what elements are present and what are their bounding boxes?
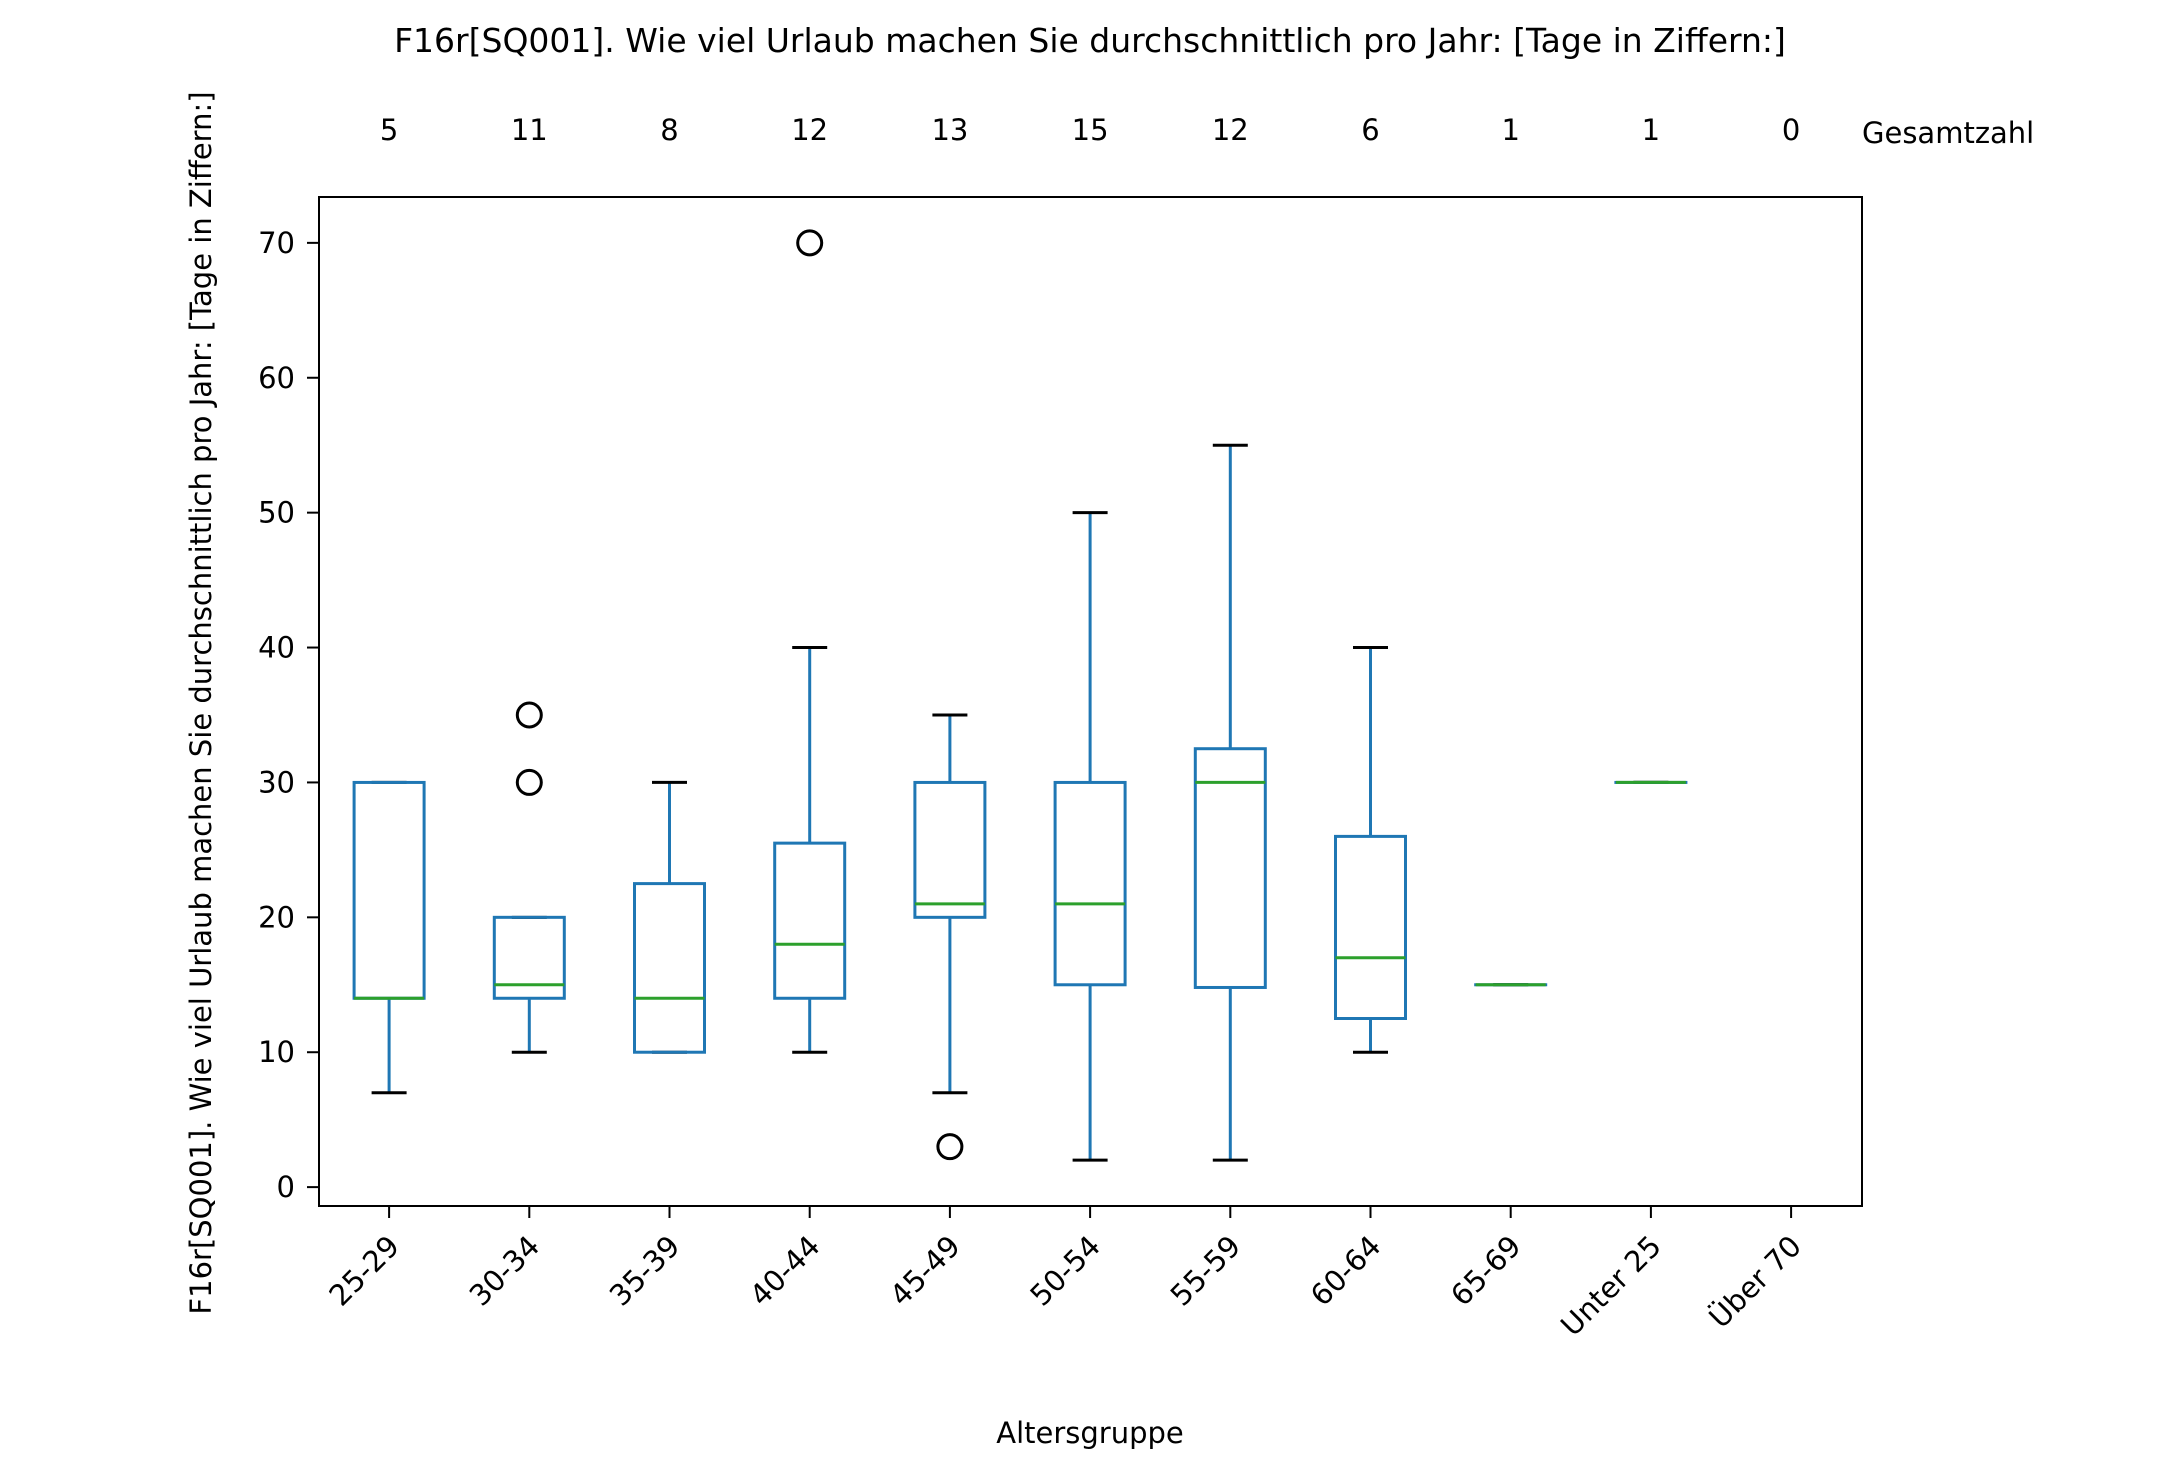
x-axis-label: Altersgruppe [996, 1416, 1184, 1450]
box [1193, 747, 1267, 989]
count-label: Gesamtzahl [1862, 116, 2034, 150]
count-value: 5 [380, 113, 398, 147]
box-group [633, 780, 706, 1054]
count-value: 1 [1642, 113, 1660, 147]
box [633, 882, 706, 1054]
box-group [1053, 511, 1127, 1162]
outlier-point [515, 701, 543, 729]
y-axis-label: F16r[SQ001]. Wie viel Urlaub machen Sie … [184, 91, 218, 1314]
count-value: 6 [1361, 113, 1379, 147]
y-tick-label: 50 [258, 496, 295, 530]
box-group [492, 701, 566, 1054]
chart-title: F16r[SQ001]. Wie viel Urlaub machen Sie … [394, 21, 1786, 60]
count-value: 0 [1782, 113, 1800, 147]
count-value: 1 [1501, 113, 1519, 147]
y-tick-label: 20 [258, 900, 295, 934]
box-group [352, 780, 426, 1095]
count-labels: 5 11 8 12 13 15 12 6 1 1 0 [380, 113, 1800, 147]
y-tick-label: 30 [258, 765, 295, 799]
count-value: 12 [791, 113, 828, 147]
count-value: 13 [931, 113, 968, 147]
y-tick-label: 10 [258, 1035, 295, 1069]
count-value: 8 [660, 113, 678, 147]
box [1053, 780, 1127, 987]
outlier-point [936, 1133, 964, 1161]
count-value: 15 [1072, 113, 1109, 147]
count-value: 11 [511, 113, 548, 147]
outlier-point [515, 768, 543, 796]
y-tick-label: 60 [258, 361, 295, 395]
box [1334, 834, 1407, 1020]
box-group [773, 229, 847, 1054]
box-series [352, 229, 1688, 1162]
box [773, 841, 847, 1000]
y-tick-label: 0 [277, 1170, 295, 1204]
box-group [913, 713, 987, 1161]
box-group [1193, 443, 1267, 1162]
box [913, 780, 987, 919]
y-tick-label: 70 [258, 226, 295, 260]
outlier-point [796, 229, 824, 257]
box-group [1334, 646, 1407, 1054]
y-axis: 0 10 20 30 40 50 60 70 [258, 226, 319, 1204]
y-tick-label: 40 [258, 631, 295, 665]
box [492, 915, 566, 1000]
count-value: 12 [1212, 113, 1249, 147]
